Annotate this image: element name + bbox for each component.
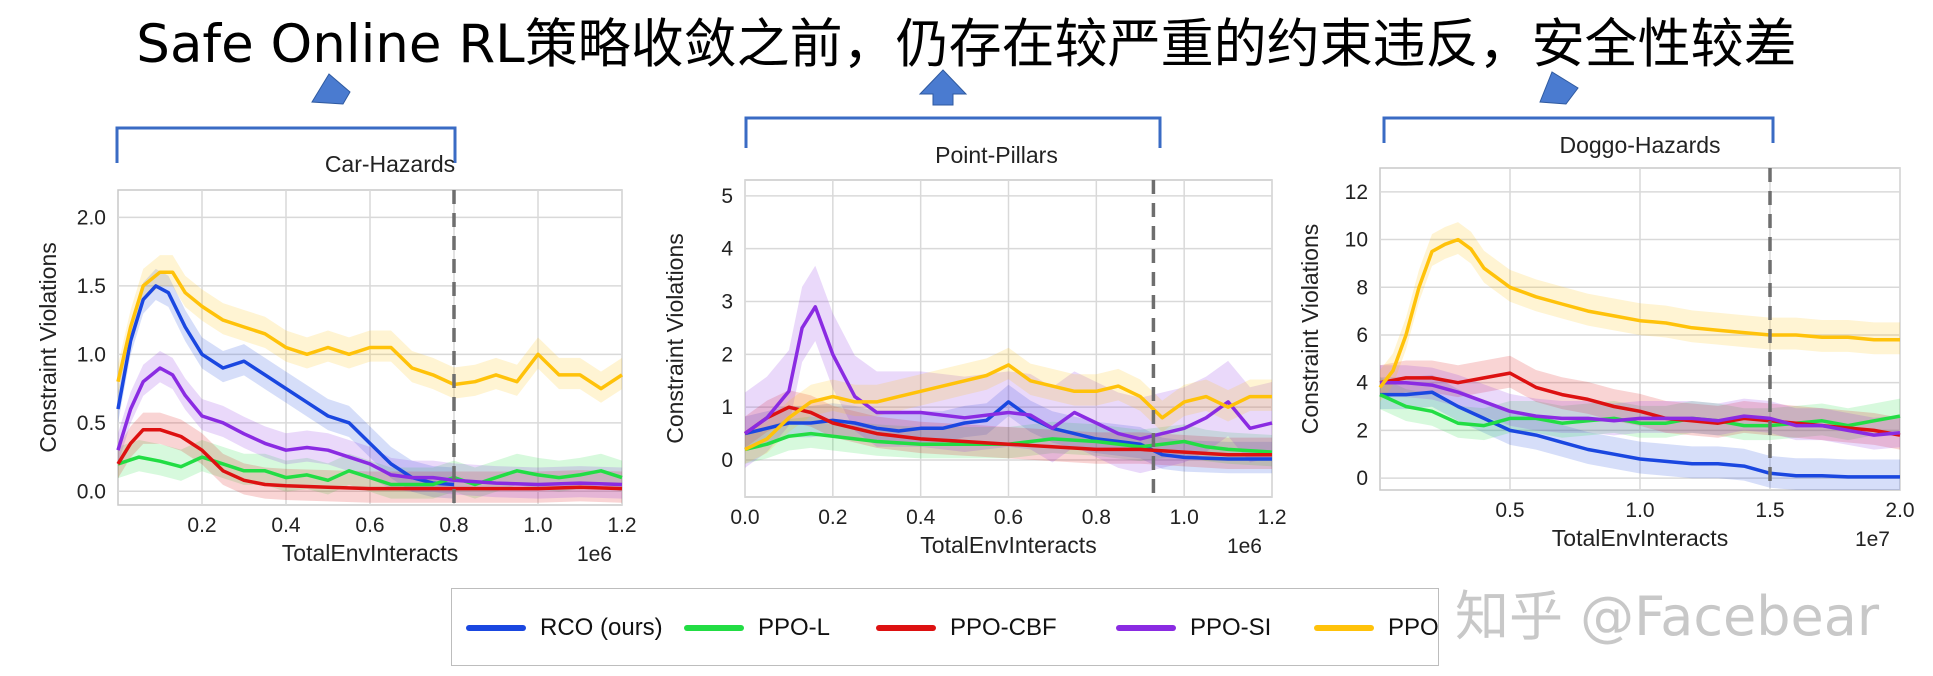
legend-label-rco: RCO (ours): [540, 614, 663, 641]
y-tick-label: 0: [721, 449, 733, 472]
x-axis-label: TotalEnvInteracts: [920, 532, 1096, 558]
y-tick-label: 0: [1356, 467, 1368, 490]
series-line-ppo-cbf: [743, 405, 1272, 457]
y-tick-label: 4: [1356, 372, 1368, 395]
y-tick-label: 0.0: [77, 480, 106, 503]
x-multiplier: 1e6: [577, 543, 612, 566]
band-ppo: [1380, 222, 1900, 402]
series-line-ppo-si: [743, 305, 1273, 441]
y-tick-label: 6: [1356, 324, 1368, 347]
y-axis-label: Constraint Violations: [662, 233, 688, 444]
x-tick-label: 0.5: [1495, 499, 1524, 522]
x-tick-label: 2.0: [1885, 499, 1914, 522]
bracket-2: [744, 116, 1162, 148]
series-line-ppo-si: [1380, 380, 1901, 437]
x-tick-label: 0.4: [906, 506, 936, 529]
x-tick-label: 0.6: [355, 514, 384, 537]
legend: RCO (ours) PPO-L PPO-CBF PPO-SI PPO: [451, 588, 1439, 666]
x-multiplier: 1e7: [1855, 528, 1890, 551]
chart-point-pillars: 0.0 0.2 0.4 0.6 0.8 1.0 1.2 0 1 2 3 4 5 Point-Pillars…: [662, 142, 1287, 558]
y-axis-label: Constraint Violations: [1297, 224, 1323, 435]
x-tick-label: 1.0: [523, 514, 552, 537]
y-tick-label: 4: [721, 238, 733, 261]
series-line-ppo: [116, 270, 623, 391]
series-line-rco-ours: [1380, 390, 1900, 479]
x-multiplier: 1e6: [1227, 535, 1262, 558]
legend-item-ppo: PPO: [1314, 589, 1439, 667]
y-tick-label: 1.5: [77, 275, 106, 298]
legend-item-rco: RCO (ours): [466, 589, 663, 667]
legend-swatch-ppo-si: [1116, 625, 1176, 631]
y-tick-label: 2.0: [77, 206, 106, 229]
page-title: Safe Online RL策略收敛之前，仍存在较严重的约束违反，安全性较差: [136, 14, 1797, 75]
x-tick-label: 0.8: [1082, 506, 1111, 529]
chart-title: Car-Hazards: [325, 151, 455, 177]
legend-swatch-ppo-cbf: [876, 625, 936, 631]
legend-label-ppo: PPO: [1388, 614, 1439, 641]
chart-doggo-hazards: 0.5 1.0 1.5 2.0 0 2 4 6 8 10 12 Doggo-Hazards TotalE…: [1297, 132, 1915, 551]
chart-title: Doggo-Hazards: [1559, 132, 1720, 158]
x-tick-label: 1.5: [1755, 499, 1784, 522]
series-line-ppo: [744, 363, 1272, 451]
series-line-ppo-l: [117, 455, 623, 487]
band-ppo-si: [745, 265, 1272, 474]
y-tick-label: 3: [721, 291, 733, 314]
y-tick-label: 1.0: [77, 343, 106, 366]
x-tick-label: 0.2: [187, 514, 216, 537]
x-tick-label: 1.2: [1257, 506, 1286, 529]
y-tick-label: 0.5: [77, 412, 106, 435]
legend-label-ppo-cbf: PPO-CBF: [950, 614, 1057, 641]
y-tick-label: 8: [1356, 276, 1368, 299]
legend-label-ppo-l: PPO-L: [758, 614, 831, 641]
arrow-up-icon-2: [918, 69, 968, 106]
series-line-ppo-cbf: [116, 427, 623, 491]
chart-title: Point-Pillars: [935, 142, 1058, 168]
band-rco-ours: [1380, 374, 1900, 490]
legend-swatch-ppo: [1314, 625, 1374, 631]
series-line-ppo-si: [116, 366, 623, 487]
bracket-3: [1382, 116, 1775, 143]
y-tick-label: 2: [721, 343, 733, 366]
series-line-ppo: [1378, 237, 1900, 389]
y-tick-label: 1: [721, 396, 733, 419]
x-tick-label: 0.2: [818, 506, 847, 529]
legend-swatch-ppo-l: [684, 625, 744, 631]
y-tick-label: 5: [721, 185, 733, 208]
x-tick-label: 1.0: [1170, 506, 1199, 529]
arrow-up-icon-3: [1539, 71, 1579, 105]
y-tick-label: 2: [1356, 419, 1368, 442]
x-tick-label: 0.0: [730, 506, 759, 529]
legend-label-ppo-si: PPO-SI: [1190, 614, 1272, 641]
series-line-rco-ours: [116, 284, 455, 487]
x-axis-label: TotalEnvInteracts: [282, 540, 458, 566]
x-tick-label: 0.6: [994, 506, 1023, 529]
legend-item-ppo-l: PPO-L: [684, 589, 830, 667]
x-tick-label: 1.0: [1625, 499, 1654, 522]
band-ppo: [118, 255, 622, 403]
y-tick-label: 12: [1345, 181, 1368, 204]
chart-car-hazards: 0.2 0.4 0.6 0.8 1.0 1.2 0.0 0.5 1.0 1.5 2.0 Car-Haz…: [35, 151, 637, 566]
watermark: 知乎 @Facebear: [1455, 585, 1880, 648]
x-tick-label: 0.8: [439, 514, 468, 537]
legend-item-ppo-si: PPO-SI: [1116, 589, 1271, 667]
series-line-ppo-l: [1379, 393, 1901, 428]
x-axis-label: TotalEnvInteracts: [1552, 525, 1728, 551]
legend-swatch-rco: [466, 625, 526, 631]
x-tick-label: 1.2: [607, 514, 636, 537]
band-ppo: [745, 347, 1272, 464]
y-axis-label: Constraint Violations: [35, 242, 61, 453]
x-tick-label: 0.4: [271, 514, 301, 537]
bracket-1: [115, 126, 457, 163]
y-tick-label: 10: [1345, 229, 1368, 252]
arrow-up-icon-1: [311, 73, 351, 105]
legend-item-ppo-cbf: PPO-CBF: [876, 589, 1057, 667]
